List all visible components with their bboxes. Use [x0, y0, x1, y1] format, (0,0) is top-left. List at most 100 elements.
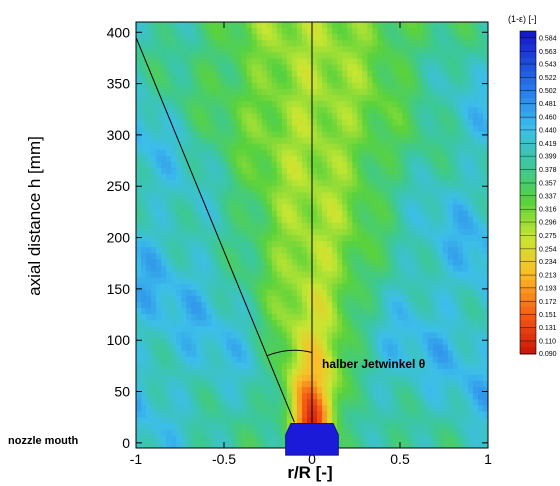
- contour-cell: [392, 441, 399, 448]
- contour-cell: [216, 186, 223, 193]
- contour-cell: [251, 338, 258, 346]
- contour-cell: [241, 70, 248, 78]
- contour-cell: [417, 314, 424, 321]
- contour-cell: [407, 429, 414, 437]
- contour-cell: [196, 107, 202, 114]
- contour-cell: [412, 314, 419, 321]
- contour-cell: [256, 34, 263, 41]
- contour-cell: [276, 137, 283, 145]
- contour-cell: [407, 52, 414, 60]
- contour-cell: [176, 107, 182, 114]
- contour-cell: [377, 161, 383, 169]
- colorbar-segment: [520, 293, 536, 301]
- contour-cell: [372, 381, 378, 388]
- contour-cell: [136, 326, 142, 333]
- contour-cell: [186, 301, 192, 309]
- contour-cell: [211, 22, 218, 29]
- contour-cell: [211, 338, 218, 346]
- contour-cell: [196, 253, 202, 260]
- contour-cell: [246, 381, 253, 388]
- contour-cell: [281, 441, 288, 448]
- contour-cell: [206, 137, 213, 145]
- contour-cell: [432, 368, 439, 376]
- contour-cell: [256, 28, 263, 35]
- contour-cell: [417, 387, 424, 394]
- contour-cell: [166, 368, 172, 376]
- contour-cell: [271, 277, 278, 285]
- contour-cell: [352, 137, 358, 145]
- contour-cell: [462, 137, 469, 145]
- contour-cell: [291, 308, 298, 315]
- contour-cell: [146, 76, 152, 84]
- contour-cell: [221, 235, 228, 242]
- contour-cell: [472, 417, 479, 425]
- contour-cell: [477, 356, 484, 364]
- contour-cell: [452, 350, 459, 358]
- contour-cell: [467, 247, 474, 254]
- contour-cell: [337, 40, 343, 47]
- contour-cell: [387, 320, 394, 327]
- contour-cell: [317, 143, 323, 151]
- contour-cell: [196, 82, 202, 90]
- contour-cell: [191, 356, 197, 364]
- contour-cell: [241, 332, 248, 340]
- contour-cell: [312, 180, 318, 187]
- contour-cell: [201, 271, 207, 279]
- contour-cell: [337, 289, 343, 297]
- contour-cell: [171, 28, 177, 35]
- contour-cell: [181, 143, 187, 151]
- contour-cell: [407, 320, 414, 327]
- contour-cell: [236, 350, 243, 358]
- contour-cell: [467, 265, 474, 273]
- contour-cell: [291, 174, 298, 181]
- contour-cell: [176, 143, 182, 151]
- contour-cell: [206, 186, 213, 193]
- contour-cell: [236, 198, 243, 206]
- contour-cell: [251, 362, 258, 370]
- contour-cell: [432, 58, 439, 66]
- contour-cell: [312, 149, 318, 157]
- contour-cell: [312, 259, 318, 267]
- contour-cell: [452, 137, 459, 145]
- contour-cell: [367, 289, 373, 297]
- contour-cell: [291, 289, 298, 297]
- contour-cell: [176, 350, 182, 358]
- contour-cell: [201, 186, 207, 193]
- contour-cell: [191, 435, 197, 443]
- contour-cell: [342, 155, 348, 163]
- contour-cell: [417, 174, 424, 181]
- contour-cell: [462, 247, 469, 254]
- contour-cell: [382, 417, 389, 425]
- contour-cell: [286, 95, 293, 102]
- contour-cell: [281, 344, 288, 352]
- contour-cell: [261, 64, 268, 72]
- contour-cell: [186, 143, 192, 151]
- contour-cell: [452, 58, 459, 66]
- contour-cell: [372, 356, 378, 364]
- contour-cell: [251, 131, 258, 139]
- contour-cell: [472, 58, 479, 66]
- contour-cell: [226, 405, 233, 413]
- contour-cell: [276, 143, 283, 151]
- contour-cell: [467, 332, 474, 340]
- contour-cell: [372, 58, 378, 66]
- contour-cell: [347, 107, 353, 114]
- contour-cell: [332, 161, 338, 169]
- contour-cell: [231, 64, 238, 72]
- contour-cell: [161, 228, 167, 236]
- contour-cell: [231, 344, 238, 352]
- contour-cell: [447, 259, 454, 267]
- contour-cell: [382, 76, 389, 84]
- contour-cell: [467, 277, 474, 285]
- contour-cell: [352, 101, 358, 108]
- contour-cell: [266, 131, 273, 139]
- contour-cell: [432, 137, 439, 145]
- contour-cell: [467, 155, 474, 163]
- contour-cell: [472, 210, 479, 218]
- contour-cell: [186, 64, 192, 72]
- contour-cell: [151, 405, 157, 413]
- contour-cell: [256, 228, 263, 236]
- contour-cell: [156, 228, 162, 236]
- contour-cell: [467, 368, 474, 376]
- contour-cell: [141, 95, 147, 102]
